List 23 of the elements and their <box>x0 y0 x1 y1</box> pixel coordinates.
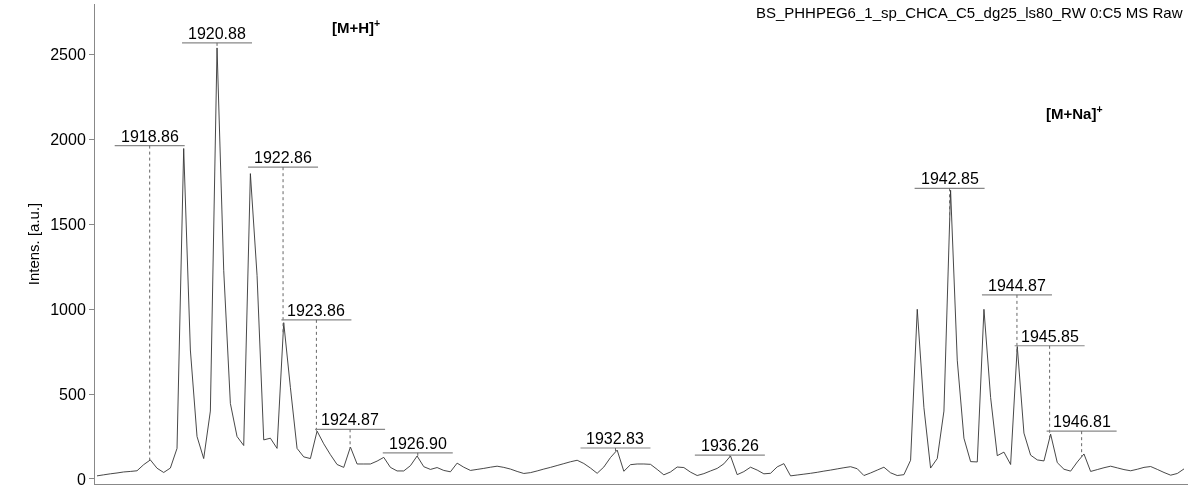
y-tick-label: 500 <box>59 385 86 403</box>
y-tick-label: 2000 <box>50 131 86 149</box>
annotation: 1920.88 <box>188 25 246 42</box>
y-tick-label: 2500 <box>50 46 86 64</box>
y-tick-label: 1000 <box>50 300 86 318</box>
annotation: [M+H]$^{+}$ <box>332 17 381 37</box>
y-tick-label: 1500 <box>50 216 86 234</box>
annotation: 1918.86 <box>121 128 179 145</box>
annotation: 1924.87 <box>321 411 379 428</box>
y-axis-title: Intens. [a.u.] <box>25 202 43 286</box>
annotation: 1942.85 <box>921 170 979 187</box>
y-tick-label: 0 <box>76 470 86 488</box>
annotation: [M+Na]$^{+}$ <box>1046 103 1103 123</box>
chart-title: BS_PHHPEG6_1_sp_CHCA_C5_dg25_ls80_RW 0:C5 MS Raw <box>755 3 1183 21</box>
line-series <box>96 47 1185 477</box>
annotation: 1923.86 <box>287 302 345 319</box>
annotation: 1936.26 <box>701 437 759 454</box>
annotation: 1926.90 <box>389 435 447 452</box>
annotation: 1944.87 <box>988 277 1046 294</box>
annotation: 1932.83 <box>586 430 644 447</box>
annotation: 1946.81 <box>1053 413 1111 430</box>
annotation: 1945.85 <box>1021 328 1079 345</box>
annotation: 1922.86 <box>254 149 312 166</box>
